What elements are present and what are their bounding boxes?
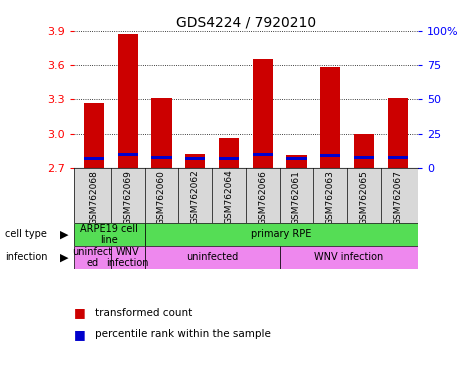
Bar xyxy=(354,134,374,168)
Text: ▶: ▶ xyxy=(60,230,69,240)
Text: cell type: cell type xyxy=(5,230,47,240)
Text: infection: infection xyxy=(5,252,47,262)
Bar xyxy=(253,60,273,168)
Text: GSM762067: GSM762067 xyxy=(393,170,402,225)
Text: WNV
infection: WNV infection xyxy=(106,247,149,268)
Bar xyxy=(253,153,273,156)
Text: GSM762063: GSM762063 xyxy=(326,170,335,225)
Text: transformed count: transformed count xyxy=(95,308,192,318)
Bar xyxy=(320,154,341,157)
Text: GSM762065: GSM762065 xyxy=(360,170,369,225)
Text: ■: ■ xyxy=(74,306,89,319)
Text: ■: ■ xyxy=(74,328,89,341)
Text: GSM762061: GSM762061 xyxy=(292,170,301,225)
Text: WNV infection: WNV infection xyxy=(314,252,383,262)
Bar xyxy=(388,98,408,168)
Text: GSM762068: GSM762068 xyxy=(89,170,98,225)
Text: ARPE19 cell
line: ARPE19 cell line xyxy=(80,223,138,245)
Bar xyxy=(84,103,104,168)
Text: primary RPE: primary RPE xyxy=(251,230,312,240)
Bar xyxy=(354,156,374,159)
Bar xyxy=(185,157,205,160)
Text: uninfect
ed: uninfect ed xyxy=(72,247,112,268)
Text: GSM762069: GSM762069 xyxy=(123,170,132,225)
Text: uninfected: uninfected xyxy=(186,252,238,262)
Bar xyxy=(185,154,205,168)
Bar xyxy=(388,156,408,159)
Title: GDS4224 / 7920210: GDS4224 / 7920210 xyxy=(176,16,316,30)
Bar xyxy=(286,157,306,160)
Text: percentile rank within the sample: percentile rank within the sample xyxy=(95,329,271,339)
Bar xyxy=(74,246,111,269)
Bar xyxy=(219,138,239,168)
Bar xyxy=(151,98,171,168)
Bar xyxy=(117,153,138,156)
Text: GSM762060: GSM762060 xyxy=(157,170,166,225)
Bar xyxy=(144,223,418,246)
Bar xyxy=(84,157,104,160)
Bar xyxy=(286,156,306,168)
Bar xyxy=(111,246,144,269)
Bar xyxy=(144,246,280,269)
Text: ▶: ▶ xyxy=(60,252,69,262)
Bar xyxy=(320,67,341,168)
Text: GSM762064: GSM762064 xyxy=(224,170,233,225)
Bar xyxy=(74,223,144,246)
Bar xyxy=(219,157,239,160)
Text: GSM762066: GSM762066 xyxy=(258,170,267,225)
Bar xyxy=(151,156,171,159)
Bar xyxy=(280,246,418,269)
Bar xyxy=(117,34,138,168)
Text: GSM762062: GSM762062 xyxy=(190,170,200,225)
